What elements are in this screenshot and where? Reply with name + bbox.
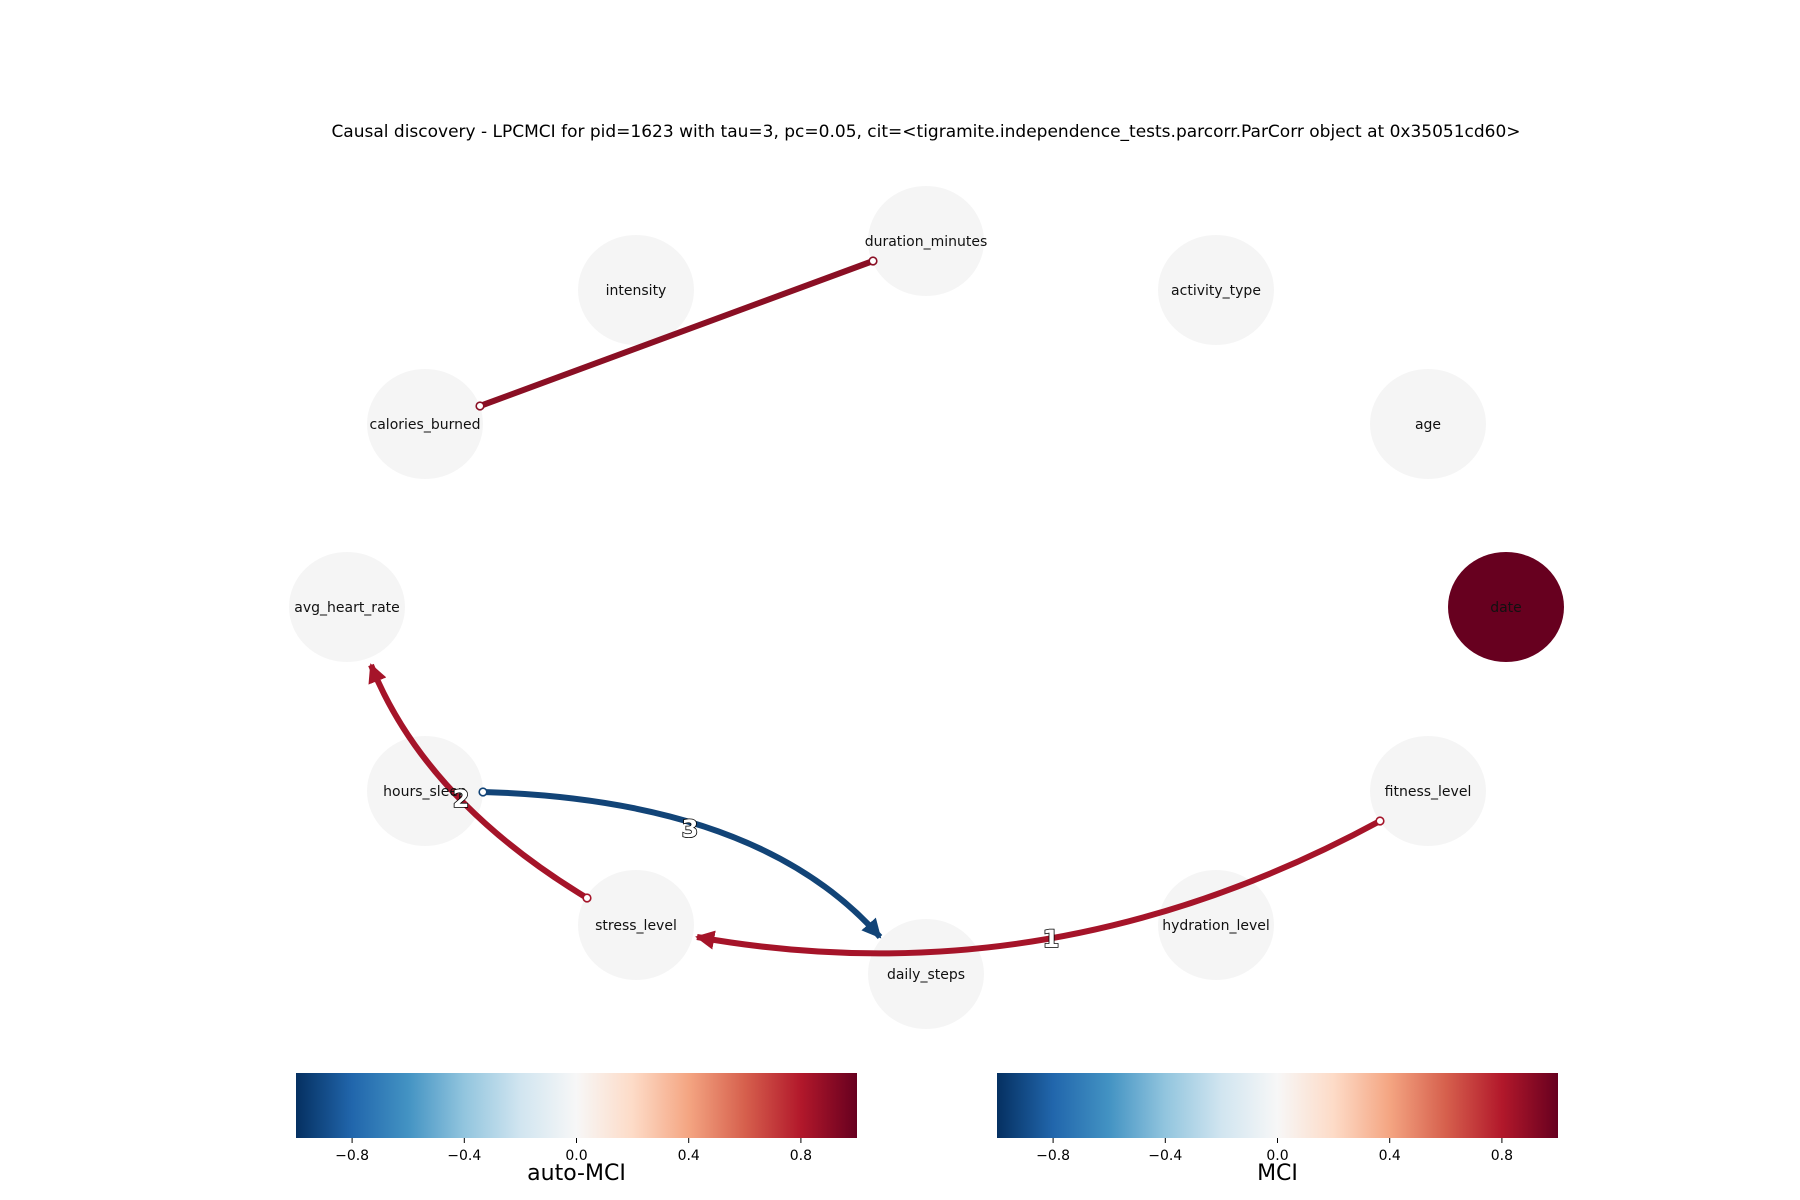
colorbar-auto-mci-tick: 0.0 xyxy=(565,1148,587,1164)
node-label-calories_burned: calories_burned xyxy=(370,417,481,433)
node-label-age: age xyxy=(1415,417,1441,433)
colorbar-mci-tick: −0.4 xyxy=(1148,1148,1182,1164)
edge-endpoint-circle xyxy=(1375,816,1385,826)
node-fitness_level[interactable] xyxy=(1370,736,1486,846)
colorbar-auto-mci-ticks xyxy=(351,1138,802,1143)
edge-endpoint-circle xyxy=(478,787,488,797)
node-label-activity_type: activity_type xyxy=(1171,283,1261,299)
node-hydration_level[interactable] xyxy=(1158,870,1274,980)
node-label-intensity: intensity xyxy=(606,283,667,299)
node-date[interactable] xyxy=(1448,552,1564,662)
colorbar-auto-mci-tick: −0.8 xyxy=(335,1148,369,1164)
edge-endpoint-circle xyxy=(475,401,485,411)
node-daily_steps[interactable] xyxy=(868,919,984,1029)
edge-sleep-steps[interactable] xyxy=(482,789,883,939)
node-age[interactable] xyxy=(1370,369,1486,479)
edge-stress-heartrate[interactable] xyxy=(368,663,589,901)
colorbar-mci: −0.8 −0.4 0.0 0.4 0.8 MCI xyxy=(997,1073,1558,1186)
colorbar-auto-mci-label: auto-MCI xyxy=(527,1161,626,1186)
edge-endpoint-circle xyxy=(868,256,878,266)
colorbar-auto-mci-gradient xyxy=(296,1073,857,1138)
node-intensity[interactable] xyxy=(578,235,694,345)
colorbar-auto-mci-tick: 0.8 xyxy=(790,1148,812,1164)
colorbar-mci-tick: 0.4 xyxy=(1379,1148,1401,1164)
node-label-hydration_level: hydration_level xyxy=(1162,918,1270,934)
node-calories_burned[interactable] xyxy=(367,369,483,479)
colorbar-auto-mci: −0.8 −0.4 0.0 0.4 0.8 auto-MCI xyxy=(296,1073,857,1186)
edge-lag-label-sleep-steps: 3 xyxy=(682,815,699,843)
node-label-daily_steps: daily_steps xyxy=(887,967,965,983)
node-duration_minutes[interactable] xyxy=(868,186,984,296)
edge-fitness-stress[interactable] xyxy=(695,818,1382,957)
node-label-fitness_level: fitness_level xyxy=(1385,784,1472,800)
edge-lag-label-stress-heartrate: 2 xyxy=(453,785,470,813)
node-labels-layer: duration_minutes intensity activity_type… xyxy=(294,234,1522,983)
node-avg_heart_rate[interactable] xyxy=(289,552,405,662)
colorbar-mci-tick: −0.8 xyxy=(1036,1148,1070,1164)
edge-labels-layer: 2 3 1 xyxy=(452,784,1060,954)
node-label-stress_level: stress_level xyxy=(595,918,677,934)
edge-endpoint-circle xyxy=(582,893,592,903)
colorbar-mci-ticks xyxy=(1052,1138,1503,1143)
node-activity_type[interactable] xyxy=(1158,235,1274,345)
node-label-hours_sleep: hours_sleep xyxy=(383,784,467,800)
nodes-layer xyxy=(289,186,1564,1029)
colorbar-mci-label: MCI xyxy=(1257,1161,1298,1186)
colorbar-mci-tick: 0.0 xyxy=(1266,1148,1288,1164)
node-label-date: date xyxy=(1490,600,1522,616)
colorbar-mci-gradient xyxy=(997,1073,1558,1138)
chart-title: Causal discovery - LPCMCI for pid=1623 w… xyxy=(331,122,1520,142)
node-label-avg_heart_rate: avg_heart_rate xyxy=(294,600,400,616)
edge-calories-duration[interactable] xyxy=(478,258,875,409)
node-label-duration_minutes: duration_minutes xyxy=(865,234,988,250)
node-stress_level[interactable] xyxy=(578,870,694,980)
colorbar-mci-tick: 0.8 xyxy=(1491,1148,1513,1164)
colorbar-auto-mci-tick: 0.4 xyxy=(678,1148,700,1164)
edges-layer xyxy=(368,256,1385,957)
edge-lag-label-fitness-stress: 1 xyxy=(1043,925,1060,953)
node-hours_sleep[interactable] xyxy=(367,736,483,846)
colorbar-auto-mci-tick: −0.4 xyxy=(447,1148,481,1164)
